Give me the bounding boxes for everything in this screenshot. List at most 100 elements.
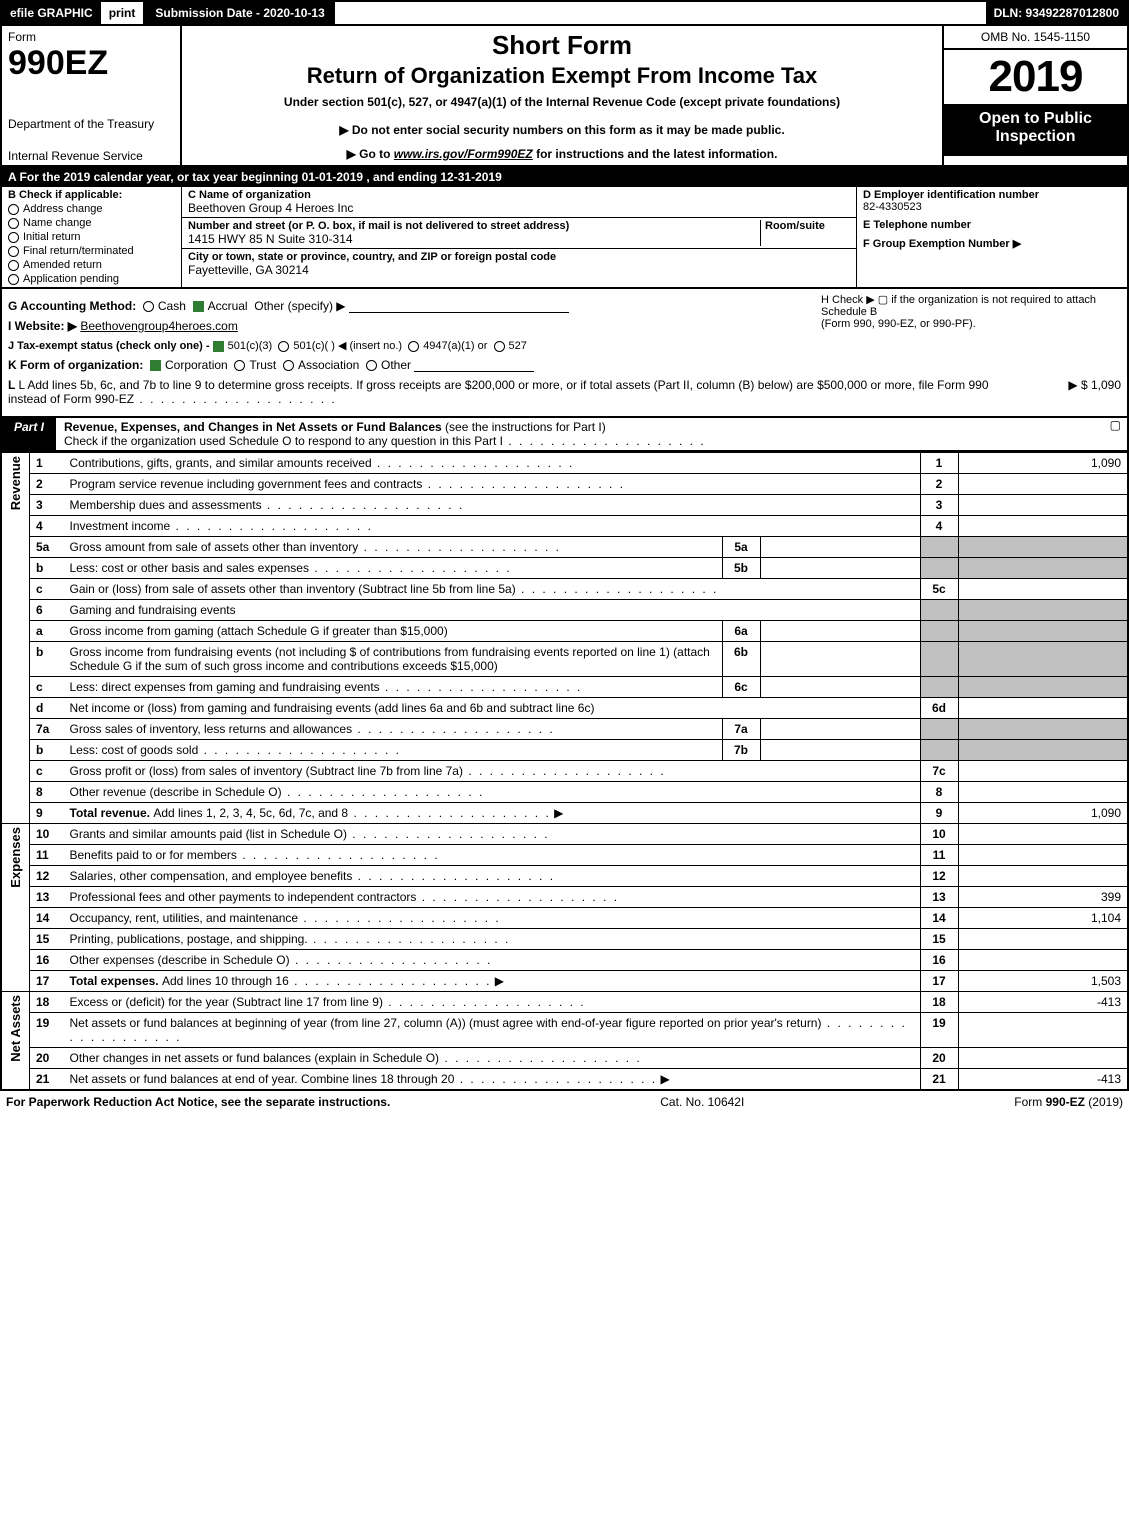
lbl-amended-return: Amended return — [23, 259, 102, 271]
g-accrual-chk[interactable] — [193, 301, 204, 312]
l5b-num: b — [30, 558, 64, 579]
l6c-sv — [760, 677, 920, 698]
part1-check-box[interactable]: ▢ — [1087, 418, 1127, 450]
l20-desc: Other changes in net assets or fund bala… — [70, 1051, 440, 1065]
c-addr-label: Number and street (or P. O. box, if mail… — [188, 220, 760, 232]
entity-box: B Check if applicable: Address change Na… — [0, 187, 1129, 289]
l17-rv: 1,503 — [958, 971, 1128, 992]
l5a-rv — [958, 537, 1128, 558]
k-corp-chk[interactable] — [150, 360, 161, 371]
l1-num: 1 — [30, 453, 64, 474]
l10-rn: 10 — [920, 824, 958, 845]
l7b-sv — [760, 740, 920, 761]
form-header-right: OMB No. 1545-1150 2019 Open to Public In… — [942, 26, 1127, 165]
meta-block: H Check ▶ ▢ if the organization is not r… — [0, 289, 1129, 418]
l6-desc: Gaming and fundraising events — [64, 600, 921, 621]
g-cash-chk[interactable] — [143, 301, 154, 312]
j-501c-chk[interactable] — [278, 341, 289, 352]
l7a-rv — [958, 719, 1128, 740]
page-footer: For Paperwork Reduction Act Notice, see … — [0, 1091, 1129, 1109]
k-trust-chk[interactable] — [234, 360, 245, 371]
j-501c3-chk[interactable] — [213, 341, 224, 352]
l15-num: 15 — [30, 929, 64, 950]
k-assoc-chk[interactable] — [283, 360, 294, 371]
c-name-label: C Name of organization — [188, 189, 850, 201]
l21-desc: Net assets or fund balances at end of ye… — [70, 1072, 455, 1086]
l18-rn: 18 — [920, 992, 958, 1013]
l6c-sn: 6c — [722, 677, 760, 698]
l6a-desc: Gross income from gaming (attach Schedul… — [64, 621, 723, 642]
l15-rv — [958, 929, 1128, 950]
c-city-value: Fayetteville, GA 30214 — [188, 263, 850, 277]
l8-rn: 8 — [920, 782, 958, 803]
k-other-blank[interactable] — [414, 358, 534, 372]
l5a-sn: 5a — [722, 537, 760, 558]
period-bar: A For the 2019 calendar year, or tax yea… — [0, 167, 1129, 187]
chk-application-pending[interactable]: Application pending — [8, 273, 175, 285]
g-other-blank[interactable] — [349, 299, 569, 313]
open-to-public: Open to Public Inspection — [944, 104, 1127, 156]
form-header-mid: Short Form Return of Organization Exempt… — [182, 26, 942, 165]
footer-mid: Cat. No. 10642I — [660, 1095, 744, 1109]
i-website-link[interactable]: Beethovengroup4heroes.com — [80, 319, 237, 333]
part1-header: Part I Revenue, Expenses, and Changes in… — [0, 418, 1129, 452]
j-4947-chk[interactable] — [408, 341, 419, 352]
chk-final-return[interactable]: Final return/terminated — [8, 245, 175, 257]
l5c-desc: Gain or (loss) from sale of assets other… — [70, 582, 516, 596]
dept-treasury: Department of the Treasury — [8, 117, 174, 131]
k-other-chk[interactable] — [366, 360, 377, 371]
l9-rv: 1,090 — [958, 803, 1128, 824]
form-word: Form — [8, 30, 174, 44]
form-number: 990EZ — [8, 44, 174, 83]
l6a-rn — [920, 621, 958, 642]
l5c-rn: 5c — [920, 579, 958, 600]
l10-desc: Grants and similar amounts paid (list in… — [70, 827, 347, 841]
l10-num: 10 — [30, 824, 64, 845]
goto-post: for instructions and the latest informat… — [536, 147, 777, 161]
lbl-name-change: Name change — [23, 217, 92, 229]
l14-rv: 1,104 — [958, 908, 1128, 929]
g-accrual: Accrual — [208, 299, 248, 313]
l5b-sn: 5b — [722, 558, 760, 579]
side-net-assets: Net Assets — [8, 995, 23, 1062]
d-ein-value: 82-4330523 — [863, 201, 1121, 213]
l6-rv — [958, 600, 1128, 621]
l13-num: 13 — [30, 887, 64, 908]
goto-pre: ▶ Go to — [347, 147, 394, 161]
footer-right: Form 990-EZ (2019) — [1014, 1095, 1123, 1109]
l1-desc: Contributions, gifts, grants, and simila… — [70, 456, 372, 470]
l19-num: 19 — [30, 1013, 64, 1048]
l6b-sn: 6b — [722, 642, 760, 677]
l12-desc: Salaries, other compensation, and employ… — [70, 869, 353, 883]
c-addr-value: 1415 HWY 85 N Suite 310-314 — [188, 232, 760, 246]
l6d-rv — [958, 698, 1128, 719]
l13-desc: Professional fees and other payments to … — [70, 890, 417, 904]
l6b-sv — [760, 642, 920, 677]
j-527-chk[interactable] — [494, 341, 505, 352]
chk-name-change[interactable]: Name change — [8, 217, 175, 229]
goto-link[interactable]: www.irs.gov/Form990EZ — [394, 147, 533, 161]
print-button[interactable]: print — [101, 2, 146, 24]
l3-rv — [958, 495, 1128, 516]
return-title: Return of Organization Exempt From Incom… — [192, 63, 932, 89]
l19-desc: Net assets or fund balances at beginning… — [70, 1016, 822, 1030]
l5c-num: c — [30, 579, 64, 600]
l11-rn: 11 — [920, 845, 958, 866]
j-501c3: 501(c)(3) — [228, 340, 273, 352]
h-box: H Check ▶ ▢ if the organization is not r… — [821, 293, 1121, 330]
f-group-label: F Group Exemption Number ▶ — [863, 237, 1121, 250]
l12-rn: 12 — [920, 866, 958, 887]
chk-amended-return[interactable]: Amended return — [8, 259, 175, 271]
l2-desc: Program service revenue including govern… — [70, 477, 423, 491]
l9-num: 9 — [30, 803, 64, 824]
chk-address-change[interactable]: Address change — [8, 203, 175, 215]
l21-num: 21 — [30, 1069, 64, 1091]
l17-rn: 17 — [920, 971, 958, 992]
part1-title-text: Revenue, Expenses, and Changes in Net As… — [64, 420, 442, 434]
chk-initial-return[interactable]: Initial return — [8, 231, 175, 243]
l19-rv — [958, 1013, 1128, 1048]
l4-num: 4 — [30, 516, 64, 537]
l6d-num: d — [30, 698, 64, 719]
dept-irs: Internal Revenue Service — [8, 149, 174, 163]
l8-rv — [958, 782, 1128, 803]
